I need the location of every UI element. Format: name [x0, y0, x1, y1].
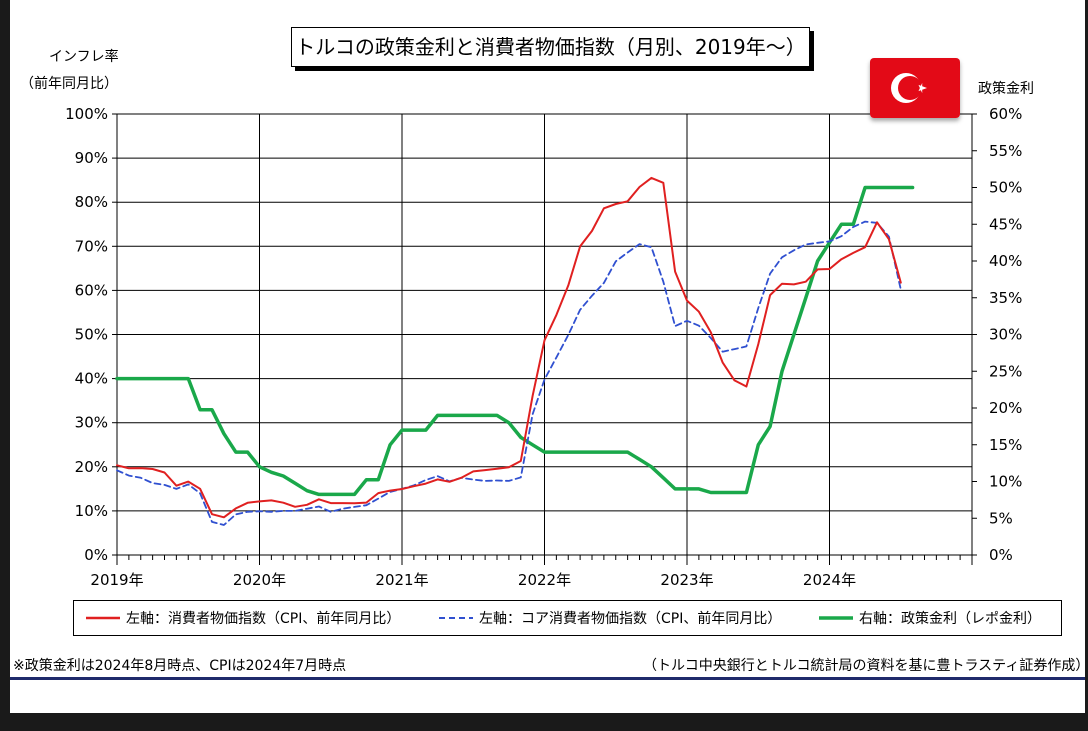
left-axis-title-line1: インフレ率 [49, 49, 119, 65]
legend-item-policy-rate: 右軸：政策金利（レポ金利） [819, 601, 1041, 635]
right-tick-label: 10% [989, 473, 1022, 491]
left-tick-label: 70% [75, 237, 108, 255]
left-tick-label: 10% [75, 502, 108, 520]
plot-border [116, 113, 973, 556]
left-tick-label: 20% [75, 458, 108, 476]
x-tick-label: 2024年 [803, 571, 856, 589]
right-tick-label: 40% [989, 252, 1022, 270]
series-line-cpi [116, 176, 902, 519]
right-tick-label: 45% [989, 215, 1022, 233]
x-tick-label: 2021年 [375, 571, 428, 589]
series-line-policy-rate [115, 185, 915, 497]
right-tick-label: 60% [989, 105, 1022, 123]
right-tick-label: 20% [989, 399, 1022, 417]
left-axis-title-line2: （前年同月比） [20, 76, 118, 92]
bottom-rule [10, 677, 1085, 680]
x-tick-label: 2023年 [660, 571, 713, 589]
legend-label-policy-rate: 右軸：政策金利（レポ金利） [859, 611, 1041, 627]
left-tick-label: 30% [75, 414, 108, 432]
series-line-core-cpi [116, 220, 902, 526]
right-tick-label: 5% [989, 509, 1013, 527]
left-tick-label: 40% [75, 370, 108, 388]
footnote-right: （トルコ中央銀行とトルコ統計局の資料を基に豊トラスティ証券作成） [643, 658, 1088, 674]
chart-title: トルコの政策金利と消費者物価指数（月別、2019年～） [291, 27, 810, 67]
chart-canvas: 0% 10% 20% 30% 40% 50% 60% 70% 80% 90% 100% 0% 5% 10%… [65, 105, 1022, 589]
footnote-left: ※政策金利は2024年8月時点、CPIは2024年7月時点 [13, 658, 347, 674]
right-tick-label: 0% [989, 546, 1013, 564]
legend-item-core-cpi: 左軸：コア消費者物価指数（CPI、前年同月比） [439, 601, 781, 635]
left-tick-label: 60% [75, 281, 108, 299]
right-tick-label: 35% [989, 289, 1022, 307]
right-tick-label: 30% [989, 326, 1022, 344]
right-tick-label: 15% [989, 436, 1022, 454]
x-tick-label: 2020年 [233, 571, 286, 589]
right-tick-label: 25% [989, 362, 1022, 380]
right-axis-title: 政策金利 [978, 81, 1034, 97]
right-tick-label: 55% [989, 142, 1022, 160]
legend-item-cpi: 左軸：消費者物価指数（CPI、前年同月比） [86, 601, 400, 635]
left-tick-label: 100% [65, 105, 108, 123]
left-tick-label: 80% [75, 193, 108, 211]
left-tick-label: 90% [75, 149, 108, 167]
left-tick-label: 50% [75, 326, 108, 344]
legend: 左軸：消費者物価指数（CPI、前年同月比） 左軸：コア消費者物価指数（CPI、前… [73, 600, 1062, 636]
turkey-flag-icon [870, 58, 960, 118]
legend-label-core-cpi: 左軸：コア消費者物価指数（CPI、前年同月比） [479, 611, 782, 627]
x-tick-label: 2022年 [518, 571, 571, 589]
legend-label-cpi: 左軸：消費者物価指数（CPI、前年同月比） [126, 611, 401, 627]
right-tick-label: 50% [989, 179, 1022, 197]
chart-frame: 0% 10% 20% 30% 40% 50% 60% 70% 80% 90% 100% 0% 5% 10%… [10, 0, 1088, 713]
left-tick-label: 0% [84, 546, 108, 564]
x-tick-label: 2019年 [90, 571, 143, 589]
